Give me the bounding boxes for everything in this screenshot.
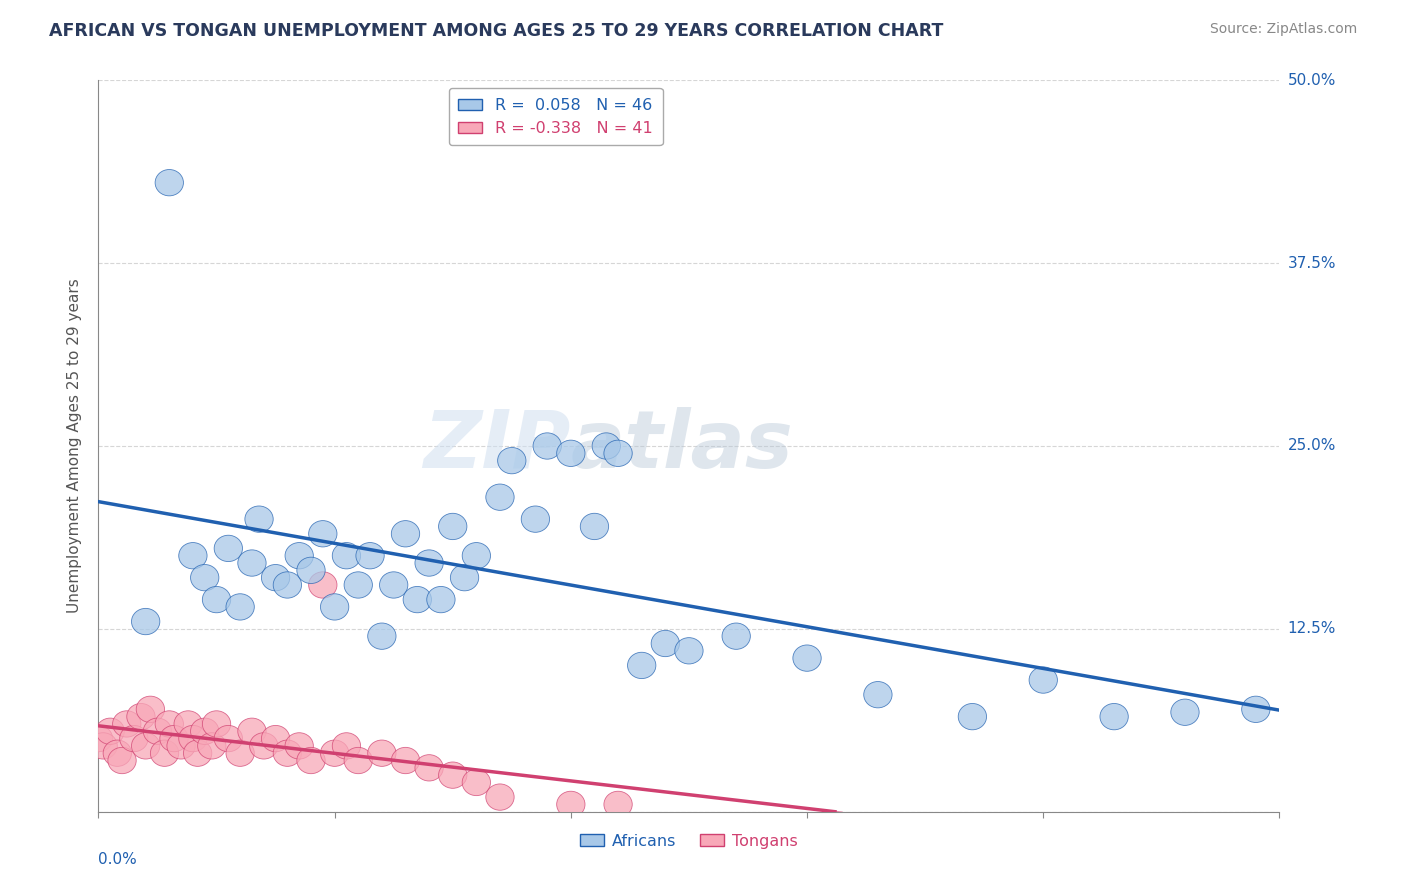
- Ellipse shape: [96, 718, 124, 745]
- Ellipse shape: [557, 791, 585, 818]
- Text: 37.5%: 37.5%: [1288, 256, 1336, 270]
- Ellipse shape: [262, 565, 290, 591]
- Ellipse shape: [391, 521, 419, 547]
- Ellipse shape: [108, 747, 136, 773]
- Ellipse shape: [522, 506, 550, 533]
- Ellipse shape: [605, 440, 633, 467]
- Text: atlas: atlas: [571, 407, 793, 485]
- Ellipse shape: [309, 572, 337, 599]
- Ellipse shape: [1099, 704, 1128, 730]
- Ellipse shape: [463, 542, 491, 569]
- Ellipse shape: [356, 542, 384, 569]
- Ellipse shape: [226, 594, 254, 620]
- Text: AFRICAN VS TONGAN UNEMPLOYMENT AMONG AGES 25 TO 29 YEARS CORRELATION CHART: AFRICAN VS TONGAN UNEMPLOYMENT AMONG AGE…: [49, 22, 943, 40]
- Ellipse shape: [332, 542, 360, 569]
- Ellipse shape: [439, 762, 467, 789]
- Ellipse shape: [202, 711, 231, 737]
- Ellipse shape: [191, 718, 219, 745]
- Ellipse shape: [155, 169, 183, 196]
- Ellipse shape: [183, 740, 212, 766]
- Ellipse shape: [404, 586, 432, 613]
- Text: 0.0%: 0.0%: [98, 852, 138, 867]
- Ellipse shape: [863, 681, 891, 708]
- Ellipse shape: [675, 638, 703, 664]
- Ellipse shape: [557, 440, 585, 467]
- Text: 50.0%: 50.0%: [1288, 73, 1336, 87]
- Ellipse shape: [391, 747, 419, 773]
- Ellipse shape: [309, 521, 337, 547]
- Ellipse shape: [380, 572, 408, 599]
- Ellipse shape: [179, 725, 207, 752]
- Ellipse shape: [174, 711, 202, 737]
- Ellipse shape: [179, 542, 207, 569]
- Ellipse shape: [143, 718, 172, 745]
- Ellipse shape: [344, 747, 373, 773]
- Ellipse shape: [427, 586, 456, 613]
- Ellipse shape: [245, 506, 273, 533]
- Ellipse shape: [723, 623, 751, 649]
- Ellipse shape: [84, 725, 112, 752]
- Ellipse shape: [793, 645, 821, 672]
- Ellipse shape: [273, 572, 301, 599]
- Legend: Africans, Tongans: Africans, Tongans: [574, 827, 804, 855]
- Ellipse shape: [132, 608, 160, 635]
- Ellipse shape: [103, 740, 132, 766]
- Ellipse shape: [127, 704, 155, 730]
- Ellipse shape: [273, 740, 301, 766]
- Ellipse shape: [415, 755, 443, 781]
- Ellipse shape: [344, 572, 373, 599]
- Ellipse shape: [592, 433, 620, 459]
- Ellipse shape: [132, 732, 160, 759]
- Ellipse shape: [651, 631, 679, 657]
- Text: Source: ZipAtlas.com: Source: ZipAtlas.com: [1209, 22, 1357, 37]
- Ellipse shape: [463, 769, 491, 796]
- Ellipse shape: [321, 740, 349, 766]
- Ellipse shape: [1171, 699, 1199, 725]
- Ellipse shape: [167, 732, 195, 759]
- Ellipse shape: [250, 732, 278, 759]
- Ellipse shape: [486, 784, 515, 810]
- Ellipse shape: [498, 448, 526, 474]
- Ellipse shape: [238, 549, 266, 576]
- Ellipse shape: [450, 565, 478, 591]
- Ellipse shape: [321, 594, 349, 620]
- Text: ZIP: ZIP: [423, 407, 571, 485]
- Ellipse shape: [1241, 696, 1270, 723]
- Ellipse shape: [150, 740, 179, 766]
- Ellipse shape: [368, 740, 396, 766]
- Ellipse shape: [285, 732, 314, 759]
- Ellipse shape: [191, 565, 219, 591]
- Ellipse shape: [959, 704, 987, 730]
- Ellipse shape: [214, 535, 242, 562]
- Ellipse shape: [1029, 667, 1057, 693]
- Ellipse shape: [214, 725, 242, 752]
- Ellipse shape: [332, 732, 360, 759]
- Ellipse shape: [202, 586, 231, 613]
- Ellipse shape: [198, 732, 226, 759]
- Ellipse shape: [605, 791, 633, 818]
- Ellipse shape: [486, 484, 515, 510]
- Ellipse shape: [627, 652, 655, 679]
- Ellipse shape: [285, 542, 314, 569]
- Ellipse shape: [297, 747, 325, 773]
- Ellipse shape: [226, 740, 254, 766]
- Ellipse shape: [581, 513, 609, 540]
- Ellipse shape: [155, 711, 183, 737]
- Y-axis label: Unemployment Among Ages 25 to 29 years: Unemployment Among Ages 25 to 29 years: [67, 278, 83, 614]
- Ellipse shape: [112, 711, 141, 737]
- Text: 12.5%: 12.5%: [1288, 622, 1336, 636]
- Ellipse shape: [368, 623, 396, 649]
- Ellipse shape: [89, 732, 117, 759]
- Ellipse shape: [415, 549, 443, 576]
- Ellipse shape: [533, 433, 561, 459]
- Ellipse shape: [238, 718, 266, 745]
- Ellipse shape: [262, 725, 290, 752]
- Ellipse shape: [439, 513, 467, 540]
- Ellipse shape: [160, 725, 188, 752]
- Ellipse shape: [136, 696, 165, 723]
- Text: 25.0%: 25.0%: [1288, 439, 1336, 453]
- Ellipse shape: [297, 558, 325, 583]
- Ellipse shape: [120, 725, 148, 752]
